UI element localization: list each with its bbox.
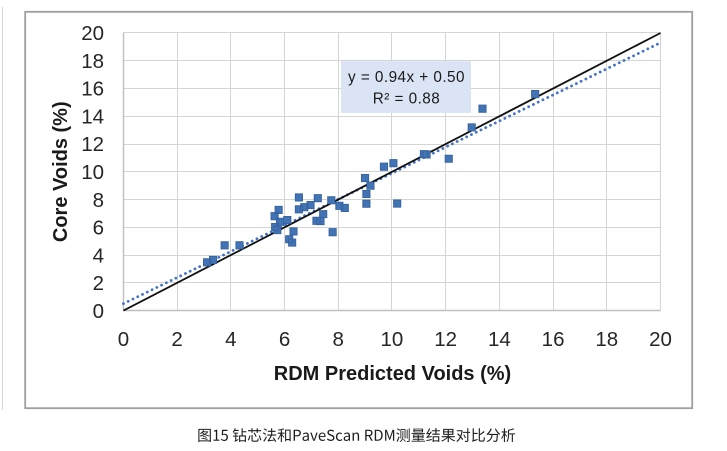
svg-text:16: 16 — [81, 78, 104, 101]
svg-text:4: 4 — [93, 244, 104, 267]
svg-text:6: 6 — [93, 217, 104, 240]
svg-text:12: 12 — [434, 328, 457, 351]
svg-text:4: 4 — [225, 328, 236, 351]
svg-text:18: 18 — [595, 328, 618, 351]
svg-text:Core Voids (%): Core Voids (%) — [50, 101, 72, 242]
svg-text:10: 10 — [381, 328, 404, 351]
svg-text:12: 12 — [81, 133, 104, 156]
svg-text:20: 20 — [649, 328, 672, 351]
svg-text:0: 0 — [118, 328, 129, 351]
svg-text:14: 14 — [81, 105, 104, 128]
svg-text:R² = 0.88: R² = 0.88 — [373, 90, 440, 107]
svg-text:10: 10 — [81, 161, 104, 184]
svg-text:16: 16 — [542, 328, 565, 351]
svg-text:6: 6 — [279, 328, 290, 351]
svg-text:18: 18 — [81, 50, 104, 73]
svg-text:2: 2 — [93, 272, 104, 295]
svg-text:14: 14 — [488, 328, 511, 351]
svg-text:y = 0.94x + 0.50: y = 0.94x + 0.50 — [348, 69, 465, 86]
svg-text:20: 20 — [81, 22, 104, 45]
svg-text:RDM Predicted Voids (%): RDM Predicted Voids (%) — [274, 363, 511, 385]
svg-text:0: 0 — [93, 300, 104, 323]
svg-text:2: 2 — [171, 328, 182, 351]
svg-text:8: 8 — [93, 189, 104, 212]
svg-text:8: 8 — [333, 328, 344, 351]
